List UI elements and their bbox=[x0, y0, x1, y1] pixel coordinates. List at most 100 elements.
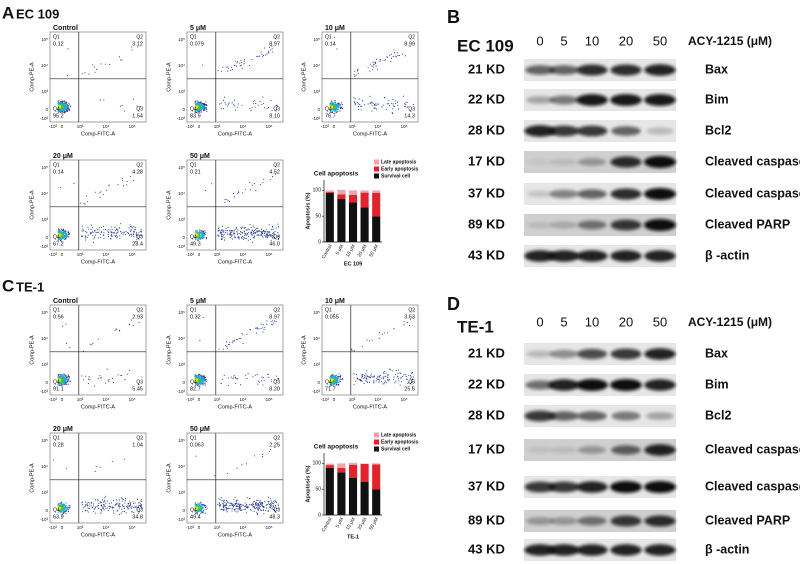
event-dot bbox=[336, 384, 337, 385]
event-dot bbox=[65, 376, 66, 377]
event-dot bbox=[138, 505, 139, 506]
event-dot bbox=[257, 231, 258, 232]
quadrant-value: 0.21 bbox=[190, 169, 201, 175]
event-dot bbox=[239, 507, 240, 508]
event-dot bbox=[375, 63, 376, 64]
event-dot bbox=[94, 72, 95, 73]
y-tick-label: 0 bbox=[317, 380, 320, 385]
event-dot bbox=[200, 110, 201, 111]
y-axis-label: Comp-PE-A bbox=[29, 190, 35, 220]
event-dot bbox=[136, 232, 137, 233]
event-dot bbox=[273, 229, 274, 230]
event-dot bbox=[238, 237, 239, 238]
event-dot bbox=[266, 507, 267, 508]
x-tick-label: 10³ bbox=[214, 124, 221, 129]
event-dot bbox=[376, 59, 377, 60]
quadrant-value: 4.52 bbox=[269, 169, 280, 175]
event-dot bbox=[84, 506, 85, 507]
event-dot bbox=[223, 504, 224, 505]
event-dot bbox=[95, 235, 96, 236]
event-dot bbox=[93, 242, 94, 243]
event-dot bbox=[67, 377, 68, 378]
event-dot bbox=[334, 102, 335, 103]
event-dot bbox=[227, 473, 228, 474]
event-dot bbox=[412, 372, 413, 373]
quadrant-value: 8.10 bbox=[269, 113, 280, 119]
event-dot bbox=[233, 506, 234, 507]
event-dot bbox=[198, 384, 199, 385]
event-dot bbox=[245, 189, 246, 190]
event-dot bbox=[217, 235, 218, 236]
event-dot bbox=[239, 506, 240, 507]
event-dot bbox=[269, 451, 270, 452]
event-dot bbox=[63, 107, 64, 108]
event-dot bbox=[246, 334, 247, 335]
event-dot bbox=[202, 382, 203, 383]
event-dot bbox=[264, 107, 265, 108]
event-dot bbox=[258, 504, 259, 505]
event-dot bbox=[65, 380, 66, 381]
event-dot bbox=[270, 498, 271, 499]
event-dot bbox=[236, 339, 237, 340]
event-dot bbox=[119, 514, 120, 515]
event-dot bbox=[257, 228, 258, 229]
event-dot bbox=[119, 330, 120, 331]
event-dot bbox=[83, 230, 84, 231]
event-dot bbox=[234, 236, 235, 237]
event-dot bbox=[135, 502, 136, 503]
event-dot bbox=[114, 330, 115, 331]
x-tick-label: -10³ bbox=[49, 124, 58, 129]
event-dot bbox=[332, 107, 333, 108]
event-dot bbox=[86, 196, 87, 197]
event-dot bbox=[127, 232, 128, 233]
event-dot bbox=[407, 322, 408, 323]
quadrant-value: 71.7 bbox=[325, 386, 336, 392]
event-dot bbox=[260, 324, 261, 325]
event-dot bbox=[238, 508, 239, 509]
event-dot bbox=[362, 346, 363, 347]
event-dot bbox=[221, 239, 222, 240]
event-dot bbox=[82, 226, 83, 227]
event-dot bbox=[361, 106, 362, 107]
event-dot bbox=[93, 503, 94, 504]
event-dot bbox=[219, 104, 220, 105]
event-dot bbox=[59, 377, 60, 378]
event-dot bbox=[128, 503, 129, 504]
quadrant-value: 49.3 bbox=[190, 241, 201, 247]
event-dot bbox=[66, 106, 67, 107]
event-dot bbox=[241, 62, 242, 63]
event-dot bbox=[234, 65, 235, 66]
event-dot bbox=[270, 503, 271, 504]
quadrant-name: Q1 bbox=[53, 34, 60, 40]
flow-plot: Q10.56Q22.93Q35.45Q491.1Control-10³010³1… bbox=[29, 298, 146, 411]
event-dot bbox=[196, 375, 197, 376]
event-dot bbox=[141, 501, 142, 502]
event-dot bbox=[60, 239, 61, 240]
event-dot bbox=[227, 66, 228, 67]
event-dot bbox=[226, 509, 227, 510]
event-dot bbox=[227, 234, 228, 235]
event-dot bbox=[384, 97, 385, 98]
event-dot bbox=[274, 320, 275, 321]
event-dot bbox=[204, 232, 205, 233]
event-dot bbox=[122, 501, 123, 502]
x-tick-label: -10³ bbox=[49, 397, 58, 402]
event-dot bbox=[133, 99, 134, 100]
event-dot bbox=[236, 378, 237, 379]
event-dot bbox=[234, 100, 235, 101]
event-dot bbox=[263, 179, 264, 180]
event-dot bbox=[266, 229, 267, 230]
event-dot bbox=[69, 507, 70, 508]
event-dot bbox=[339, 380, 340, 381]
event-dot bbox=[240, 508, 241, 509]
event-dot bbox=[258, 381, 259, 382]
event-dot bbox=[113, 507, 114, 508]
quadrant-value: 0.56 bbox=[53, 314, 64, 320]
event-dot bbox=[395, 103, 396, 104]
event-dot bbox=[232, 235, 233, 236]
event-dot bbox=[101, 510, 102, 511]
event-dot bbox=[240, 231, 241, 232]
event-dot bbox=[259, 56, 260, 57]
event-dot bbox=[198, 382, 199, 383]
event-dot bbox=[336, 381, 337, 382]
